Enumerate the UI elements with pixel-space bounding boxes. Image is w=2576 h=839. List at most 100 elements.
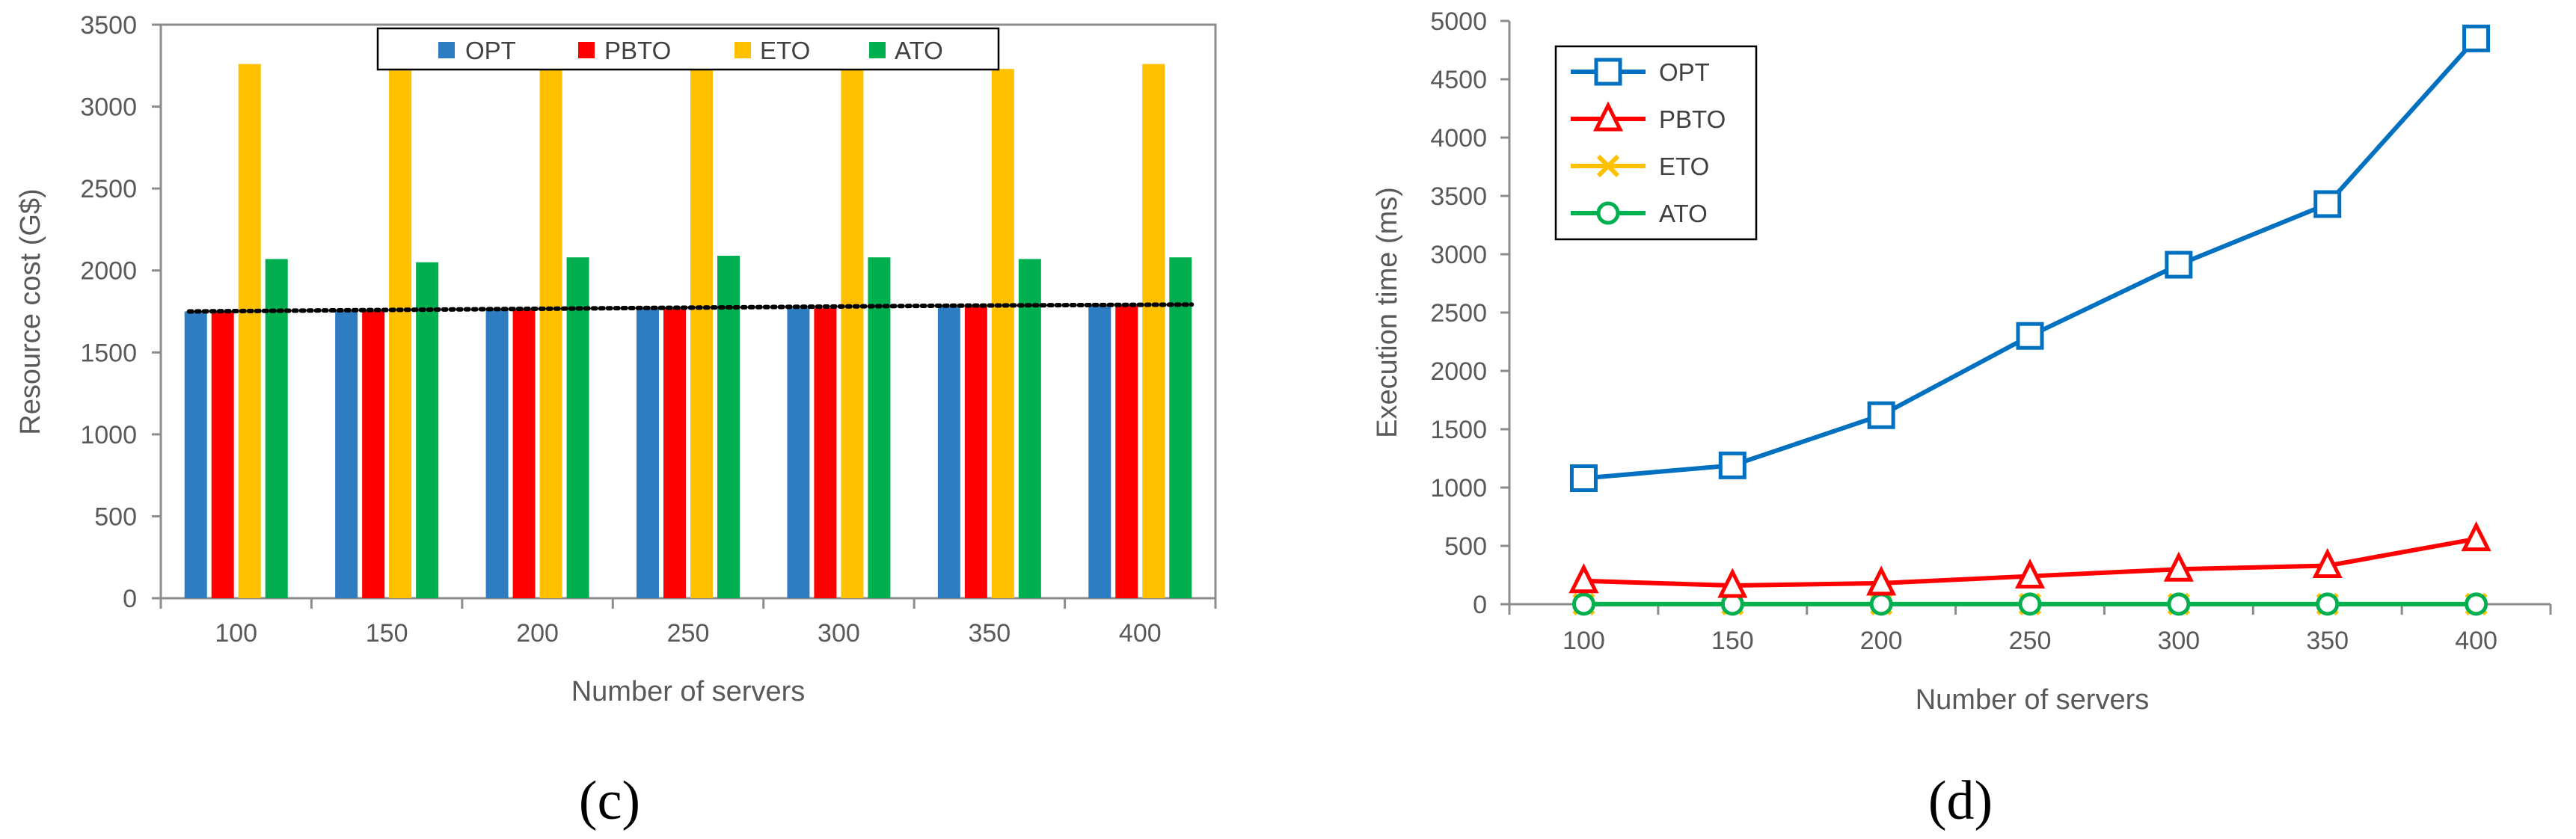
bar-eto-350 — [991, 69, 1014, 598]
line-chart-y-tick-label: 3000 — [1430, 241, 1487, 269]
bar-chart-y-axis-title: Resource cost (G$) — [15, 188, 46, 434]
bar-pbto-250 — [663, 308, 686, 598]
bar-chart-x-tick-label: 100 — [215, 619, 257, 648]
line-chart-x-tick-label: 350 — [2306, 627, 2349, 655]
line-chart-y-ticks: 0 500 1000 1500 2000 2500 3000 3500 4000 4500 5000 — [1430, 7, 1509, 619]
point-pbto-150 — [1717, 568, 1748, 598]
point-opt-350 — [2313, 190, 2342, 218]
bar-eto-300 — [841, 69, 864, 598]
line-chart-panel: 0 500 1000 1500 2000 2500 3000 3500 4000 4500 5000… — [1372, 7, 2552, 832]
bar-chart-y-tick-label: 2000 — [80, 257, 137, 286]
legend-label-ato: ATO — [1659, 200, 1708, 227]
bar-pbto-200 — [512, 309, 536, 598]
bar-ato-150 — [416, 262, 439, 598]
point-ato-300 — [2167, 592, 2191, 616]
bar-chart-x-axis-title: Number of servers — [571, 676, 806, 707]
line-chart-y-tick-label: 3500 — [1430, 182, 1487, 211]
line-chart-y-tick-label: 1500 — [1430, 416, 1487, 444]
legend-swatch-ato — [869, 42, 886, 58]
line-chart-x-axis-title: Number of servers — [1916, 684, 2150, 716]
bar-chart-x-ticks: 100 150 200 250 300 350 400 — [159, 598, 1217, 648]
bar-chart-x-tick-label: 400 — [1119, 619, 1162, 648]
bar-ato-300 — [868, 257, 891, 598]
bar-pbto-150 — [362, 310, 385, 598]
line-chart-y-tick-label: 4000 — [1430, 124, 1487, 153]
bar-chart-y-tick-label: 0 — [123, 585, 137, 613]
series-opt — [1569, 24, 2491, 493]
bar-chart-y-ticks: 0 500 1000 1500 2000 2500 3000 3500 — [80, 11, 161, 613]
line-chart-y-axis-title: Execution time (ms) — [1372, 187, 1403, 438]
bar-ato-200 — [566, 257, 589, 598]
bar-chart-y-tick-label: 3000 — [80, 93, 137, 122]
bar-opt-300 — [787, 308, 810, 598]
line-chart-y-tick-label: 5000 — [1430, 7, 1487, 36]
line-chart-legend-items: OPT PBTO ETO ATO — [1571, 58, 1726, 227]
bar-eto-150 — [389, 70, 412, 599]
line-chart-x-tick-label: 300 — [2157, 627, 2200, 655]
bar-ato-250 — [717, 255, 740, 598]
line-chart-y-tick-label: 4500 — [1430, 66, 1487, 94]
legend-label-opt: OPT — [1659, 58, 1710, 86]
line-chart-x-tick-label: 400 — [2455, 627, 2497, 655]
legend-label-opt: OPT — [465, 37, 516, 64]
point-ato-100 — [1571, 592, 1595, 616]
point-opt-150 — [1718, 451, 1747, 479]
bar-ato-400 — [1169, 257, 1192, 598]
panel-label-c: (c) — [579, 770, 640, 832]
line-chart-y-tick-label: 0 — [1473, 591, 1487, 619]
point-pbto-250 — [2014, 558, 2046, 589]
point-opt-200 — [1867, 401, 1895, 429]
point-opt-250 — [2016, 322, 2044, 350]
legend-marker-eto-stroke-b — [1596, 154, 1620, 178]
bar-chart-x-tick-label: 200 — [516, 619, 559, 648]
bar-eto-400 — [1142, 64, 1165, 598]
bar-eto-200 — [539, 64, 562, 598]
line-chart-y-tick-label: 500 — [1444, 532, 1487, 561]
bar-chart-y-tick-label: 1000 — [80, 421, 137, 449]
point-pbto-400 — [2461, 521, 2491, 552]
legend-swatch-opt — [438, 42, 455, 58]
line-chart-x-tick-label: 200 — [1860, 627, 1903, 655]
panel-label-d: (d) — [1928, 770, 1993, 832]
point-opt-100 — [1569, 464, 1598, 493]
point-pbto-300 — [2163, 551, 2194, 582]
bar-chart-x-tick-label: 250 — [667, 619, 710, 648]
legend-label-ato: ATO — [895, 37, 943, 64]
series-pbto — [1568, 521, 2491, 598]
point-ato-400 — [2465, 592, 2488, 616]
bar-opt-150 — [335, 310, 358, 598]
legend-label-eto: ETO — [1659, 153, 1709, 180]
point-opt-400 — [2462, 24, 2491, 52]
point-pbto-200 — [1866, 565, 1897, 596]
bar-eto-250 — [690, 64, 713, 598]
bar-chart-y-tick-label: 500 — [94, 503, 137, 531]
bar-chart-trendline — [186, 302, 1195, 314]
bar-chart-bars — [184, 64, 1192, 599]
bar-opt-250 — [637, 308, 659, 598]
bar-chart-panel: 0 500 1000 1500 2000 2500 3000 3500 100 150 200 25… — [15, 11, 1217, 832]
legend-marker-opt — [1594, 58, 1622, 86]
bar-chart-legend: OPT PBTO ETO ATO — [376, 27, 1000, 71]
bar-pbto-400 — [1115, 305, 1138, 598]
bar-chart-legend-box — [376, 27, 1000, 71]
legend-marker-ato — [1596, 201, 1620, 225]
series-ato — [1571, 592, 2488, 616]
bar-chart-y-tick-label: 1500 — [80, 339, 137, 367]
bar-ato-350 — [1018, 259, 1041, 598]
bar-pbto-100 — [211, 311, 234, 598]
point-ato-250 — [2018, 592, 2042, 616]
line-chart-x-tick-label: 250 — [2009, 627, 2052, 655]
line-chart-series — [1568, 24, 2491, 616]
bar-eto-100 — [238, 64, 261, 598]
legend-marker-pbto — [1592, 101, 1624, 132]
bar-chart-y-tick-label: 2500 — [80, 175, 137, 203]
bar-pbto-350 — [964, 306, 987, 598]
point-opt-300 — [2165, 251, 2193, 279]
bar-chart-x-tick-label: 150 — [366, 619, 408, 648]
bar-opt-350 — [937, 306, 960, 598]
legend-swatch-pbto — [578, 42, 595, 58]
point-ato-200 — [1869, 592, 1893, 616]
line-chart-x-tick-label: 150 — [1711, 627, 1754, 655]
bar-chart-y-tick-label: 3500 — [80, 11, 137, 40]
bar-ato-100 — [265, 259, 288, 598]
